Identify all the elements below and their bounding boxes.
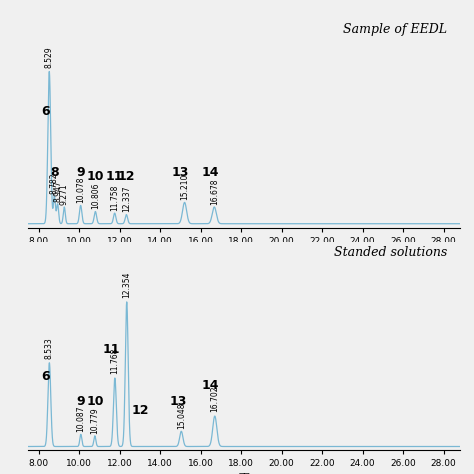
- Text: Sample of EEDL: Sample of EEDL: [343, 23, 447, 36]
- Text: 10.078: 10.078: [76, 177, 85, 203]
- Text: 12: 12: [118, 170, 135, 183]
- Text: 10: 10: [86, 395, 104, 408]
- Text: 11.768: 11.768: [110, 348, 119, 374]
- Text: 8: 8: [50, 166, 59, 179]
- Text: 15.048: 15.048: [177, 402, 186, 429]
- Text: 6: 6: [41, 370, 50, 383]
- X-axis label: 分钟: 分钟: [238, 471, 250, 474]
- Text: 9: 9: [76, 395, 85, 408]
- Text: 14: 14: [202, 166, 219, 179]
- Text: 12: 12: [131, 404, 148, 417]
- Text: 16.702: 16.702: [210, 386, 219, 412]
- Text: 13: 13: [170, 395, 187, 408]
- Text: 8.947: 8.947: [53, 180, 62, 201]
- Text: 12.354: 12.354: [122, 272, 131, 298]
- Text: Standed solutions: Standed solutions: [334, 246, 447, 259]
- Text: 11: 11: [103, 343, 120, 356]
- Text: 15.210: 15.210: [180, 174, 189, 200]
- Text: 6: 6: [41, 105, 50, 118]
- Text: 16.678: 16.678: [210, 178, 219, 205]
- Text: 10.779: 10.779: [91, 407, 100, 434]
- X-axis label: 分钟: 分钟: [238, 248, 250, 258]
- Text: 11.758: 11.758: [110, 184, 119, 211]
- Text: 8.529: 8.529: [45, 46, 54, 68]
- Text: 10.806: 10.806: [91, 183, 100, 209]
- Text: 8.782: 8.782: [50, 173, 59, 194]
- Text: 11: 11: [106, 170, 123, 183]
- Text: 9.271: 9.271: [60, 183, 69, 205]
- Text: 14: 14: [202, 380, 219, 392]
- Text: 10: 10: [87, 170, 104, 183]
- Text: 8.533: 8.533: [45, 337, 54, 359]
- Text: 10.087: 10.087: [76, 406, 85, 432]
- Text: 12.337: 12.337: [122, 186, 131, 212]
- Text: 9: 9: [76, 166, 85, 179]
- Text: 13: 13: [172, 166, 189, 179]
